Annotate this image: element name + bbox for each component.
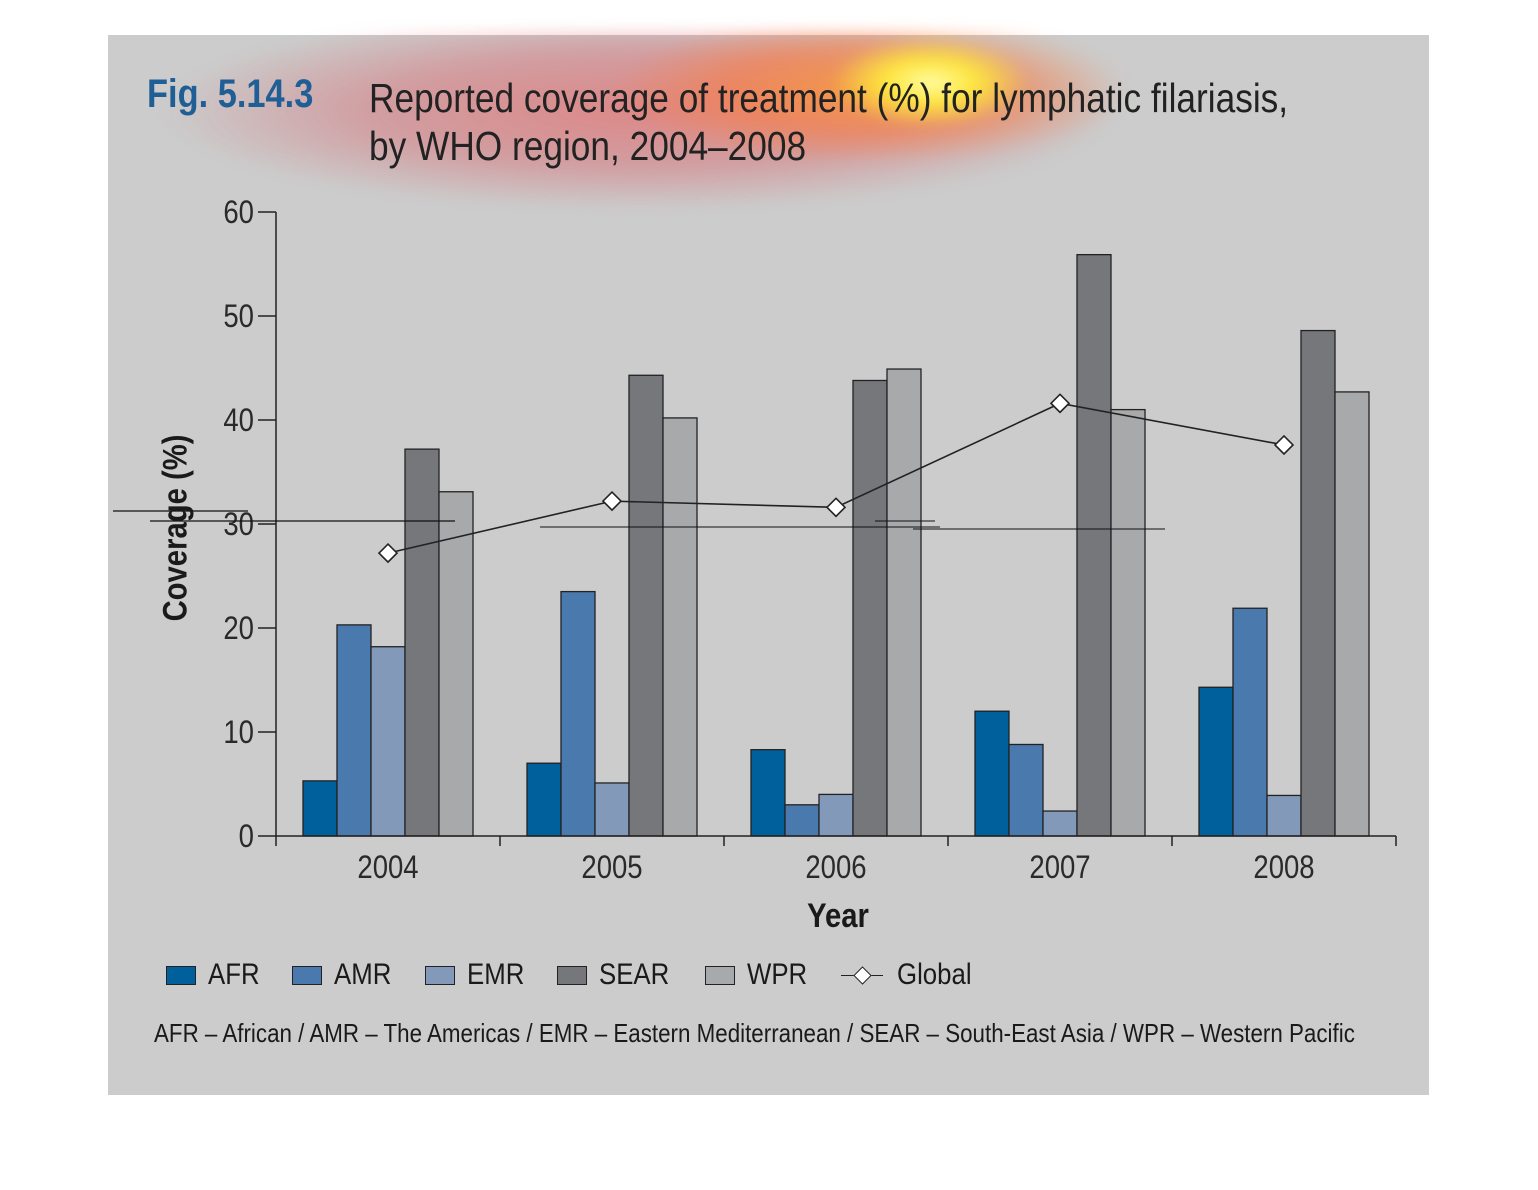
x-axis-label: Year <box>807 897 869 935</box>
legend-item-emr: EMR <box>424 958 526 992</box>
y-tick-label: 10 <box>223 715 254 750</box>
legend-item-wpr: WPR <box>705 958 809 992</box>
x-tick-label: 2008 <box>1253 850 1314 885</box>
bar-sear-2005 <box>628 374 664 837</box>
bar-wpr-2008 <box>1334 391 1370 837</box>
legend-line-diamond-icon <box>841 965 884 985</box>
y-axis-label: Coverage (%) <box>156 434 195 622</box>
y-tick-label: 60 <box>223 195 254 230</box>
legend-item-sear: SEAR <box>557 958 673 992</box>
bar-emr-2004 <box>370 646 406 837</box>
point-global-2005 <box>601 490 623 512</box>
bar-sear-2006 <box>852 379 888 837</box>
legend-label: AFR <box>208 958 260 991</box>
bar-sear-2008 <box>1300 329 1336 837</box>
bar-amr-2008 <box>1232 607 1268 837</box>
line-global <box>387 402 1285 554</box>
bar-emr-2007 <box>1042 810 1078 837</box>
point-global-2006 <box>825 497 847 518</box>
bar-afr-2005 <box>526 762 562 837</box>
bar-amr-2007 <box>1008 743 1044 837</box>
legend-item-global: Global <box>841 958 976 992</box>
x-tick-label: 2004 <box>357 850 418 885</box>
bar-afr-2004 <box>302 780 338 837</box>
bar-afr-2006 <box>750 749 786 837</box>
bar-sear-2004 <box>404 448 440 837</box>
bar-amr-2006 <box>784 804 820 837</box>
legend-label: AMR <box>334 958 392 991</box>
point-global-2007 <box>1049 393 1071 414</box>
legend-item-amr: AMR <box>292 958 393 992</box>
bar-afr-2007 <box>974 710 1010 837</box>
bar-wpr-2005 <box>662 417 698 837</box>
legend-label: EMR <box>466 958 525 991</box>
figure-title-line-2: by WHO region, 2004–2008 <box>369 123 807 169</box>
y-tick-label: 0 <box>239 819 254 854</box>
bar-afr-2008 <box>1198 686 1234 837</box>
legend-label: SEAR <box>599 958 670 991</box>
y-tick-label: 40 <box>223 403 254 438</box>
chart-legend: AFR AMR EMR SEAR WPR Global <box>166 955 1008 995</box>
bar-wpr-2007 <box>1110 408 1146 837</box>
point-global-2008 <box>1273 434 1295 456</box>
legend-item-afr: AFR <box>166 958 260 992</box>
x-tick-label: 2006 <box>805 850 866 885</box>
figure-title-line-1: Reported coverage of treatment (%) for l… <box>369 75 1289 121</box>
point-global-2004 <box>377 542 399 564</box>
y-tick-label: 50 <box>223 299 254 334</box>
figure-panel <box>108 35 1429 1095</box>
bar-sear-2007 <box>1076 253 1112 837</box>
legend-swatch <box>292 965 322 985</box>
bar-wpr-2004 <box>438 491 474 837</box>
x-tick-label: 2005 <box>581 850 642 885</box>
figure-number: Fig. 5.14.3 <box>147 72 314 116</box>
legend-swatch <box>705 965 736 985</box>
bar-emr-2005 <box>594 782 630 837</box>
bar-wpr-2006 <box>886 368 922 837</box>
bar-amr-2004 <box>336 624 372 837</box>
bar-emr-2006 <box>818 793 854 837</box>
figure-title: Reported coverage of treatment (%) for l… <box>369 74 1288 170</box>
y-tick-label: 30 <box>223 507 254 542</box>
bar-emr-2008 <box>1266 794 1302 837</box>
legend-swatch <box>557 965 588 985</box>
legend-label: WPR <box>747 958 808 991</box>
x-tick-label: 2007 <box>1029 850 1090 885</box>
legend-swatch <box>166 965 196 985</box>
legend-swatch <box>424 965 455 985</box>
bar-amr-2005 <box>560 590 596 837</box>
y-tick-label: 20 <box>223 611 254 646</box>
legend-label: Global <box>897 958 972 991</box>
region-footnote: AFR – African / AMR – The Americas / EMR… <box>154 1018 1355 1048</box>
